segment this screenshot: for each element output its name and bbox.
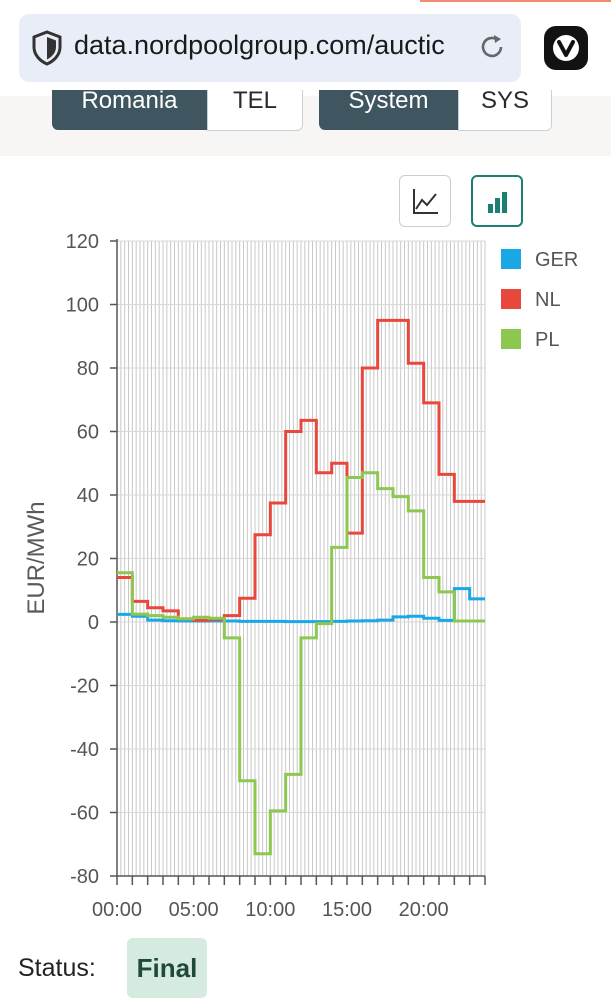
legend-label-pl: PL bbox=[535, 329, 559, 351]
vivaldi-logo-icon[interactable] bbox=[544, 26, 588, 70]
legend-swatch-pl bbox=[501, 329, 521, 349]
y-tick-label: -60 bbox=[70, 803, 99, 825]
y-tick-label: 100 bbox=[66, 295, 99, 317]
bar-chart-icon bbox=[488, 192, 507, 213]
y-tick-label: -80 bbox=[70, 866, 99, 888]
series-line-nl bbox=[117, 318, 485, 622]
series-line-pl bbox=[117, 471, 485, 856]
y-tick-label: 20 bbox=[77, 549, 99, 571]
legend-label-ger: GER bbox=[535, 249, 578, 271]
url-text[interactable]: data.nordpoolgroup.com/auctic bbox=[74, 30, 445, 60]
line-chart-icon bbox=[413, 189, 438, 214]
x-tick-labels: 00:00 05:00 10:00 15:00 20:00 bbox=[92, 899, 449, 921]
y-axis-label: EUR/MWh bbox=[23, 501, 50, 614]
y-tick-label: 80 bbox=[77, 358, 99, 380]
y-tick-label: 60 bbox=[77, 422, 99, 444]
x-tick-label: 20:00 bbox=[399, 899, 449, 921]
legend: GER NL PL bbox=[501, 249, 578, 351]
line-chart-button[interactable] bbox=[399, 175, 451, 227]
legend-label-nl: NL bbox=[535, 289, 561, 311]
status-badge: Final bbox=[127, 938, 207, 998]
x-tick-label: 00:00 bbox=[92, 899, 142, 921]
reload-icon[interactable] bbox=[477, 32, 507, 62]
y-tick-label: -40 bbox=[70, 739, 99, 761]
shield-icon[interactable] bbox=[31, 30, 63, 66]
x-tick-label: 05:00 bbox=[169, 899, 219, 921]
status-label: Status: bbox=[18, 954, 96, 982]
bar-chart-button[interactable] bbox=[471, 175, 523, 227]
reference-toggle-selected[interactable]: System bbox=[319, 90, 458, 130]
area-toggle-selected[interactable]: Romania bbox=[52, 90, 207, 130]
reference-toggle-other[interactable]: SYS bbox=[458, 90, 552, 131]
grid bbox=[116, 240, 486, 877]
series-lines bbox=[117, 318, 485, 856]
y-tick-labels: 120 100 80 60 40 20 0 -20 -40 -60 -80 bbox=[66, 231, 99, 888]
price-chart: 120 100 80 60 40 20 0 -20 -40 -60 -80 00:00 05:00 10… bbox=[23, 231, 578, 921]
y-tick-label: -20 bbox=[70, 676, 99, 698]
address-bar[interactable] bbox=[19, 14, 521, 82]
y-tick-label: 40 bbox=[77, 485, 99, 507]
x-tick-label: 10:00 bbox=[245, 899, 295, 921]
y-tick-label: 120 bbox=[66, 231, 99, 253]
legend-swatch-ger bbox=[501, 249, 521, 269]
legend-swatch-nl bbox=[501, 289, 521, 309]
y-tick-label: 0 bbox=[88, 612, 99, 634]
axes bbox=[110, 239, 486, 885]
x-tick-label: 15:00 bbox=[322, 899, 372, 921]
accent-line bbox=[420, 0, 611, 2]
area-toggle-other[interactable]: TEL bbox=[207, 90, 303, 131]
